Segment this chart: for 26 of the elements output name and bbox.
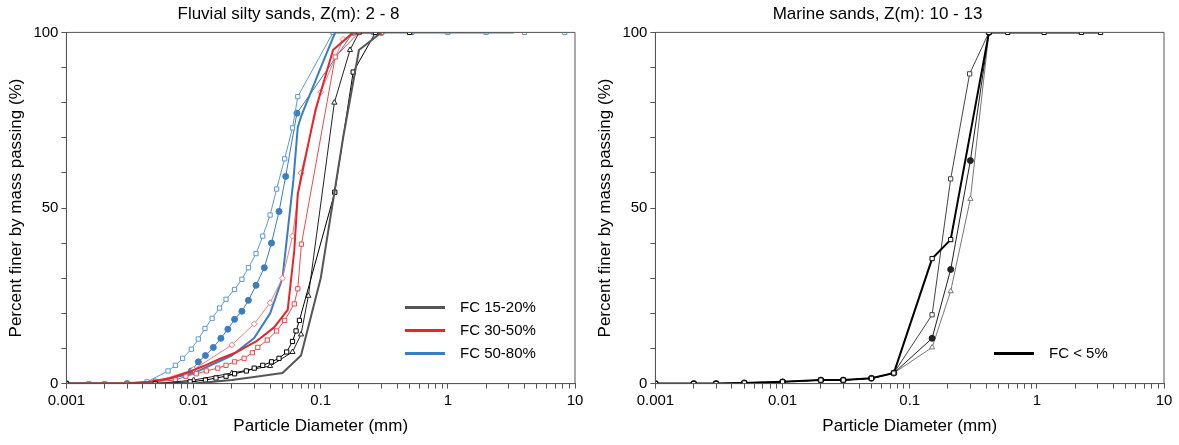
x-tick-label: 10 — [566, 390, 584, 408]
x-axis-title: Particle Diameter (mm) — [233, 416, 409, 436]
x-tick-label: 0.01 — [178, 390, 209, 408]
chart-title: Marine sands, Z(m): 10 - 13 — [772, 3, 983, 23]
x-tick-label: 0.01 — [767, 390, 798, 408]
x-tick-label: 1 — [1032, 390, 1042, 408]
y-axis-title: Percent finer by mass passing (%) — [5, 78, 25, 338]
y-tick-label: 0 — [50, 373, 59, 391]
x-tick-label: 0.001 — [47, 390, 86, 408]
legend-label: FC < 5% — [1049, 343, 1108, 361]
chart-title: Fluvial silty sands, Z(m): 2 - 8 — [177, 3, 400, 23]
x-tick-label: 0.1 — [310, 390, 332, 408]
y-tick-label: 100 — [33, 22, 59, 40]
y-tick-label: 50 — [41, 198, 59, 216]
x-tick-label: 10 — [1155, 390, 1173, 408]
legend-label: FC 50-80% — [460, 343, 536, 361]
x-tick-label: 1 — [443, 390, 453, 408]
legend-label: FC 15-20% — [460, 297, 536, 315]
legend-label: FC 30-50% — [460, 320, 536, 338]
y-axis-title: Percent finer by mass passing (%) — [594, 78, 614, 338]
x-tick-label: 0.001 — [636, 390, 675, 408]
x-tick-label: 0.1 — [899, 390, 921, 408]
y-tick-label: 100 — [622, 22, 648, 40]
x-axis-title: Particle Diameter (mm) — [822, 416, 998, 436]
y-tick-label: 50 — [630, 198, 648, 216]
y-tick-label: 0 — [639, 373, 648, 391]
